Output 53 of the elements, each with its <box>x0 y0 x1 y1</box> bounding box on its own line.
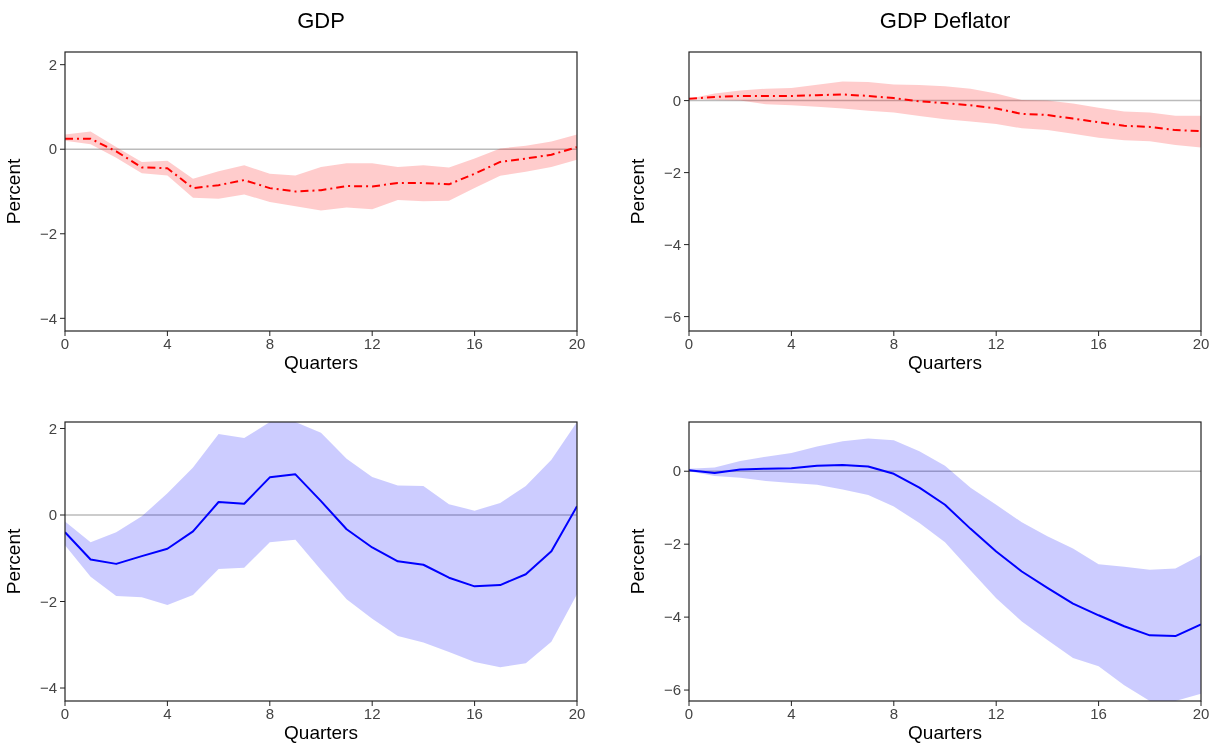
y-axis-title: Percent <box>627 158 648 225</box>
x-tick-label: 8 <box>889 335 898 352</box>
x-tick-label: 12 <box>363 335 381 352</box>
x-tick-label: 0 <box>60 705 70 722</box>
y-tick-label: −4 <box>663 235 681 253</box>
y-tick-label: 0 <box>48 140 57 158</box>
x-tick-label: 16 <box>1090 335 1107 352</box>
y-tick-label: 0 <box>48 506 57 524</box>
x-tick-label: 8 <box>265 705 274 722</box>
y-tick-label: −6 <box>663 681 681 699</box>
x-tick-label: 16 <box>466 335 483 352</box>
y-axis-title: Percent <box>627 528 648 595</box>
chart-title: GDP <box>297 8 345 33</box>
x-tick-label: 16 <box>1090 705 1107 722</box>
y-tick-label: 0 <box>672 91 681 109</box>
x-tick-label: 4 <box>163 335 172 352</box>
x-tick-label: 20 <box>568 335 586 352</box>
y-tick-label: −4 <box>39 679 57 697</box>
y-tick-label: −4 <box>663 608 681 626</box>
x-tick-label: 4 <box>163 705 172 722</box>
chart-title: GDP Deflator <box>879 8 1011 33</box>
x-axis-title: Quarters <box>908 352 982 373</box>
x-tick-label: 8 <box>265 335 274 352</box>
x-tick-label: 0 <box>60 335 70 352</box>
x-tick-label: 4 <box>787 335 796 352</box>
x-tick-label: 20 <box>1192 335 1210 352</box>
y-tick-label: −2 <box>39 592 57 610</box>
x-tick-label: 16 <box>466 705 483 722</box>
y-tick-label: −6 <box>663 307 681 325</box>
x-axis-title: Quarters <box>284 352 358 373</box>
y-tick-label: −4 <box>39 309 57 327</box>
x-tick-label: 8 <box>889 705 898 722</box>
y-axis-title: Percent <box>3 158 24 225</box>
x-axis-title: Quarters <box>284 722 358 743</box>
x-tick-label: 0 <box>684 705 694 722</box>
y-tick-label: 2 <box>48 419 57 437</box>
y-tick-label: −2 <box>663 535 681 553</box>
y-tick-label: 0 <box>672 462 681 480</box>
x-axis-title: Quarters <box>908 722 982 743</box>
line-series <box>689 464 1201 638</box>
y-axis-title: Percent <box>3 528 24 595</box>
x-tick-label: 12 <box>987 335 1005 352</box>
y-tick-label: 2 <box>48 55 57 73</box>
x-tick-label: 12 <box>363 705 381 722</box>
x-tick-label: 4 <box>787 705 796 722</box>
y-tick-label: −2 <box>39 225 57 243</box>
line-series <box>689 93 1201 133</box>
x-tick-label: 12 <box>987 705 1005 722</box>
line-series <box>65 473 577 588</box>
x-tick-label: 20 <box>1192 705 1210 722</box>
x-tick-label: 0 <box>684 335 694 352</box>
x-tick-label: 20 <box>568 705 586 722</box>
y-tick-label: −2 <box>663 163 681 181</box>
